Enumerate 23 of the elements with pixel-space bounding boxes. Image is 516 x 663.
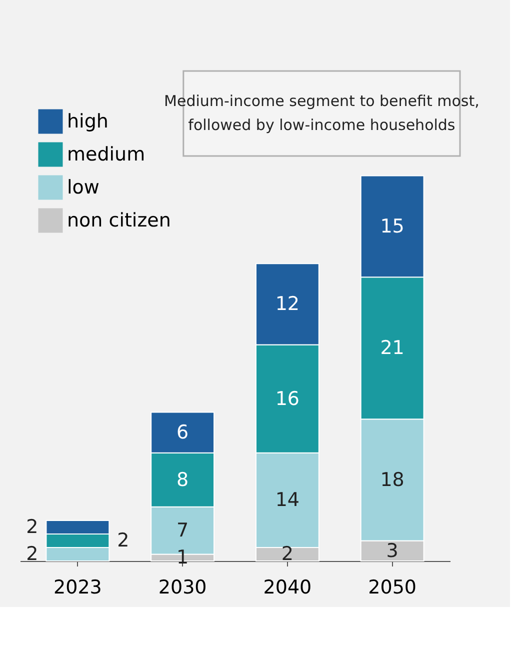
text: Medium-income segment to benefit most, followed by low-income households xyxy=(164,92,480,134)
x-tick-label: 2030 xyxy=(158,576,207,598)
data-label: 2 xyxy=(117,530,130,552)
x-tick-label: 2040 xyxy=(263,576,312,598)
legend-label: high xyxy=(67,110,108,132)
legend-label: medium xyxy=(67,144,146,166)
data-label: 21 xyxy=(380,337,404,360)
data-label: 18 xyxy=(380,468,404,491)
data-label: 7 xyxy=(176,520,189,542)
legend-label: low xyxy=(67,176,100,198)
legend-label: non citizen xyxy=(67,210,171,232)
data-label: 16 xyxy=(275,388,300,410)
data-label: 14 xyxy=(275,489,300,512)
data-label: 15 xyxy=(380,215,404,238)
data-label: 2 xyxy=(26,543,38,566)
data-label: 6 xyxy=(176,422,189,444)
x-tick-label: 2050 xyxy=(368,576,416,598)
data-label: 12 xyxy=(275,293,300,316)
data-label: 2 xyxy=(281,543,294,566)
data-label: 2 xyxy=(26,516,38,538)
data-label: 3 xyxy=(386,540,398,562)
data-label: 8 xyxy=(176,468,189,491)
x-tick-label: 2023 xyxy=(54,576,102,598)
